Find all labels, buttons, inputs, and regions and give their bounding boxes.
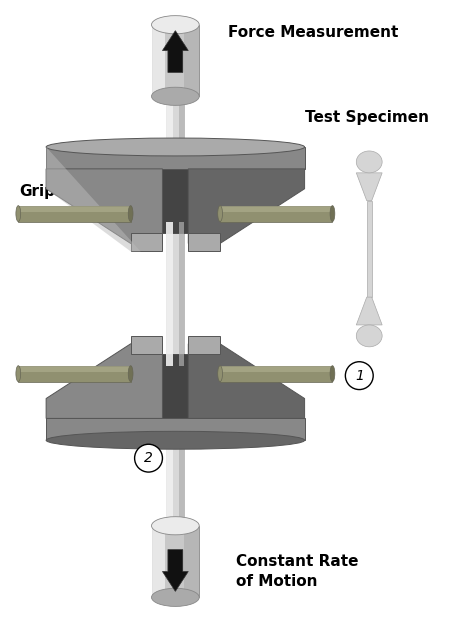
Polygon shape bbox=[356, 297, 382, 325]
Polygon shape bbox=[46, 418, 305, 440]
Polygon shape bbox=[188, 336, 220, 354]
Polygon shape bbox=[163, 354, 188, 418]
Ellipse shape bbox=[46, 432, 305, 449]
Ellipse shape bbox=[128, 366, 133, 382]
Text: 2: 2 bbox=[144, 451, 153, 465]
Polygon shape bbox=[46, 147, 141, 251]
Text: 1: 1 bbox=[355, 369, 364, 382]
Polygon shape bbox=[152, 526, 199, 598]
Polygon shape bbox=[131, 336, 163, 354]
Polygon shape bbox=[152, 25, 165, 97]
Polygon shape bbox=[166, 221, 184, 366]
Polygon shape bbox=[163, 169, 188, 233]
Ellipse shape bbox=[152, 87, 199, 105]
Polygon shape bbox=[18, 366, 131, 382]
Ellipse shape bbox=[218, 206, 222, 221]
FancyArrow shape bbox=[163, 31, 188, 73]
Text: Constant Rate
of Motion: Constant Rate of Motion bbox=[236, 554, 358, 589]
Ellipse shape bbox=[152, 16, 199, 34]
Polygon shape bbox=[18, 206, 131, 221]
Polygon shape bbox=[18, 206, 131, 212]
Polygon shape bbox=[179, 221, 184, 366]
Circle shape bbox=[135, 444, 163, 472]
Ellipse shape bbox=[330, 366, 335, 382]
Polygon shape bbox=[179, 435, 184, 526]
Polygon shape bbox=[131, 233, 163, 251]
Polygon shape bbox=[188, 169, 305, 244]
Circle shape bbox=[346, 362, 373, 389]
Ellipse shape bbox=[330, 206, 335, 221]
Polygon shape bbox=[367, 201, 372, 297]
Polygon shape bbox=[184, 25, 199, 97]
Polygon shape bbox=[166, 435, 173, 526]
Text: Grips: Grips bbox=[19, 184, 64, 199]
Polygon shape bbox=[220, 366, 332, 372]
FancyArrow shape bbox=[163, 550, 188, 591]
Polygon shape bbox=[220, 366, 332, 382]
Ellipse shape bbox=[128, 206, 133, 221]
Polygon shape bbox=[18, 366, 131, 372]
Polygon shape bbox=[46, 169, 163, 244]
Ellipse shape bbox=[46, 138, 305, 156]
Polygon shape bbox=[152, 25, 199, 97]
Polygon shape bbox=[356, 173, 382, 201]
Polygon shape bbox=[184, 526, 199, 598]
Ellipse shape bbox=[356, 325, 382, 347]
Text: Force Measurement: Force Measurement bbox=[228, 25, 399, 40]
Polygon shape bbox=[220, 206, 332, 212]
Polygon shape bbox=[166, 97, 173, 152]
Ellipse shape bbox=[152, 588, 199, 606]
Polygon shape bbox=[46, 147, 305, 169]
Ellipse shape bbox=[16, 206, 21, 221]
Polygon shape bbox=[166, 221, 173, 366]
Polygon shape bbox=[179, 97, 184, 152]
Ellipse shape bbox=[16, 366, 21, 382]
Polygon shape bbox=[220, 206, 332, 221]
Polygon shape bbox=[166, 435, 184, 526]
Polygon shape bbox=[188, 344, 305, 418]
Ellipse shape bbox=[356, 151, 382, 173]
Polygon shape bbox=[46, 344, 163, 418]
Ellipse shape bbox=[218, 366, 222, 382]
Ellipse shape bbox=[152, 517, 199, 535]
Polygon shape bbox=[166, 97, 184, 152]
Text: Test Specimen: Test Specimen bbox=[305, 110, 428, 125]
Polygon shape bbox=[152, 526, 165, 598]
Polygon shape bbox=[188, 233, 220, 251]
